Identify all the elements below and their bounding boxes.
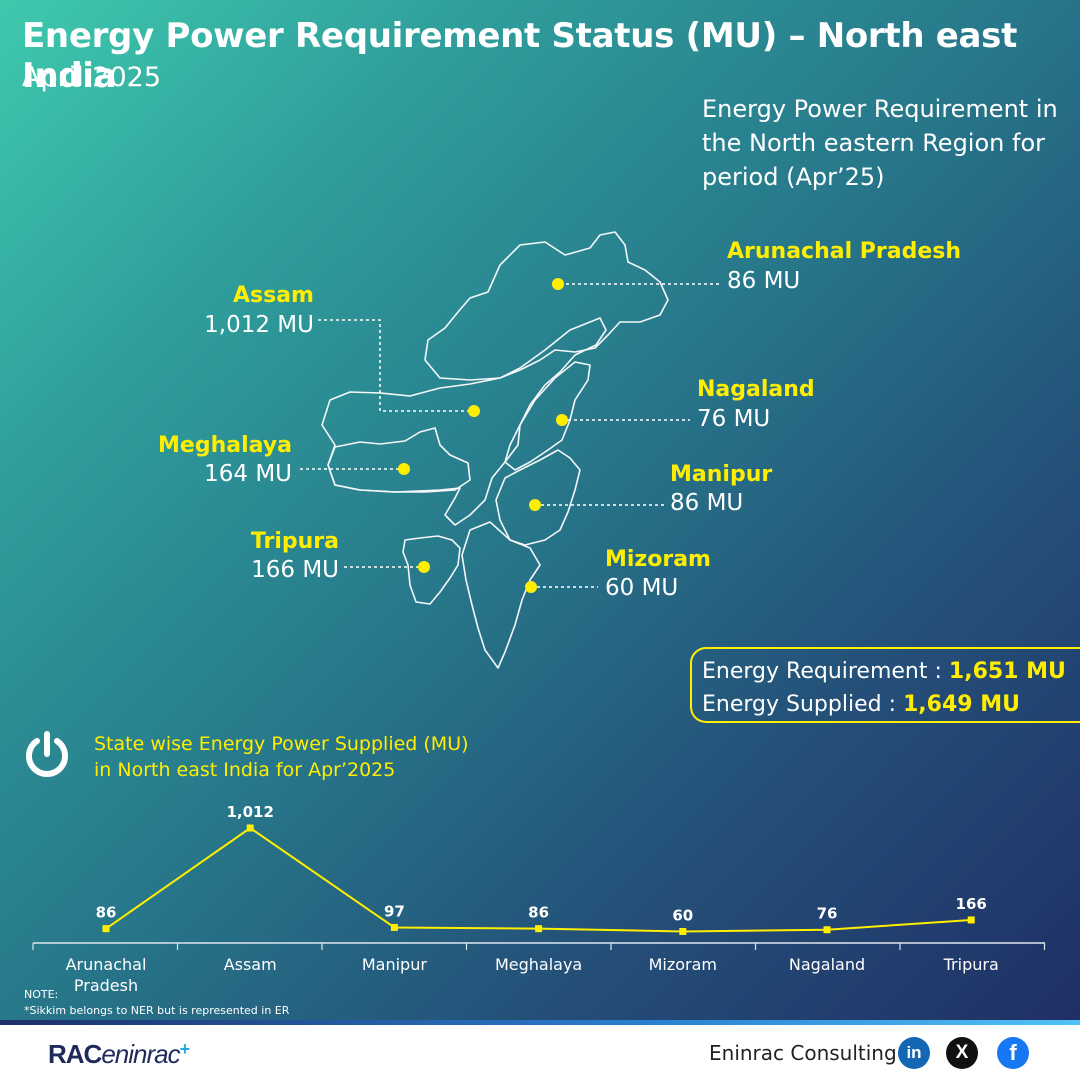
- data-label: 166: [956, 895, 987, 913]
- category-label: Assam: [224, 955, 277, 974]
- requirement-row: Energy Requirement : 1,651 MU: [702, 655, 1080, 688]
- data-label: 86: [528, 904, 549, 922]
- nagaland-outline: [504, 361, 591, 471]
- northeast-map: [327, 231, 669, 669]
- chart-caption-line1: State wise Energy Power Supplied (MU): [94, 733, 469, 755]
- nagaland-marker: [556, 414, 568, 426]
- category-label: Meghalaya: [495, 955, 582, 974]
- tripura-outline: [402, 535, 461, 605]
- chart-caption: State wise Energy Power Supplied (MU) in…: [94, 731, 469, 783]
- arunachal-outline: [424, 231, 669, 381]
- category-label: Pradesh: [74, 976, 138, 995]
- logo-text: eninrac: [101, 1039, 180, 1069]
- logo-plus-icon: +: [179, 1039, 190, 1059]
- supply-line-chart: 86 Arunachal Pradesh 1,012 Assam 97 Manipur 86 M…: [32, 803, 1046, 995]
- mizoram-outline: [461, 521, 541, 669]
- data-point: [679, 927, 687, 935]
- mizoram-value: 60 MU: [605, 575, 679, 601]
- tripura-label: Tripura: [250, 529, 339, 554]
- data-point: [246, 824, 254, 832]
- supplied-label: Energy Supplied :: [702, 692, 903, 717]
- data-point: [102, 925, 110, 933]
- meghalaya-label: Meghalaya: [158, 433, 292, 458]
- tripura-value: 166 MU: [251, 557, 339, 583]
- tripura-marker: [418, 561, 430, 573]
- data-label: 76: [817, 905, 838, 923]
- note-label: NOTE:: [24, 988, 59, 1001]
- assam-label: Assam: [233, 283, 314, 308]
- mizoram-label: Mizoram: [605, 547, 711, 572]
- category-label: Nagaland: [789, 955, 865, 974]
- assam-marker: [468, 405, 480, 417]
- arunachal-marker: [552, 278, 564, 290]
- linkedin-icon[interactable]: in: [898, 1037, 930, 1069]
- nagaland-value: 76 MU: [697, 406, 771, 432]
- data-label: 97: [384, 902, 405, 920]
- facebook-icon[interactable]: f: [997, 1037, 1029, 1069]
- company-name: Eninrac Consulting: [709, 1041, 897, 1065]
- manipur-value: 86 MU: [670, 490, 744, 516]
- note-text: *Sikkim belongs to NER but is represente…: [24, 1004, 290, 1017]
- chart-caption-line2: in North east India for Apr’2025: [94, 759, 396, 781]
- x-icon[interactable]: X: [946, 1037, 978, 1069]
- page-title: Energy Power Requirement Status (MU) – N…: [22, 16, 1018, 96]
- meghalaya-outline: [327, 427, 471, 493]
- requirement-value: 1,651 MU: [948, 659, 1066, 684]
- footer-strip: [0, 1020, 1080, 1025]
- category-label: Arunachal: [66, 955, 147, 974]
- manipur-marker: [529, 499, 541, 511]
- requirement-label: Energy Requirement :: [702, 659, 949, 684]
- category-label: Tripura: [943, 955, 999, 974]
- supplied-row: Energy Supplied : 1,649 MU: [702, 688, 1080, 721]
- category-label: Mizoram: [649, 955, 717, 974]
- manipur-outline: [495, 449, 581, 546]
- supplied-value: 1,649 MU: [902, 692, 1020, 717]
- page-subtitle: April 2025: [22, 62, 162, 93]
- region-note: Energy Power Requirement in the North ea…: [702, 95, 1058, 191]
- meghalaya-value: 164 MU: [204, 461, 292, 487]
- meghalaya-marker: [398, 463, 410, 475]
- arunachal-value: 86 MU: [727, 268, 801, 294]
- data-label: 1,012: [226, 803, 273, 821]
- logo-main: RAC: [48, 1039, 102, 1069]
- manipur-label: Manipur: [670, 462, 773, 487]
- category-label: Manipur: [362, 955, 427, 974]
- nagaland-label: Nagaland: [697, 377, 815, 402]
- note: NOTE: *Sikkim belongs to NER but is repr…: [24, 987, 289, 1019]
- data-point: [967, 916, 975, 924]
- data-point: [823, 926, 831, 934]
- data-label: 60: [672, 906, 693, 924]
- footer: RACeninrac+ Eninrac Consulting in X f: [0, 1025, 1080, 1080]
- data-point: [535, 925, 543, 933]
- summary-box: Energy Requirement : 1,651 MU Energy Sup…: [690, 647, 1080, 723]
- company-logo[interactable]: RACeninrac+: [48, 1039, 190, 1070]
- mizoram-marker: [525, 581, 537, 593]
- assam-value: 1,012 MU: [204, 312, 314, 338]
- data-label: 86: [96, 904, 117, 922]
- power-icon: [26, 731, 68, 777]
- arunachal-label: Arunachal Pradesh: [727, 239, 962, 264]
- data-point: [390, 923, 398, 931]
